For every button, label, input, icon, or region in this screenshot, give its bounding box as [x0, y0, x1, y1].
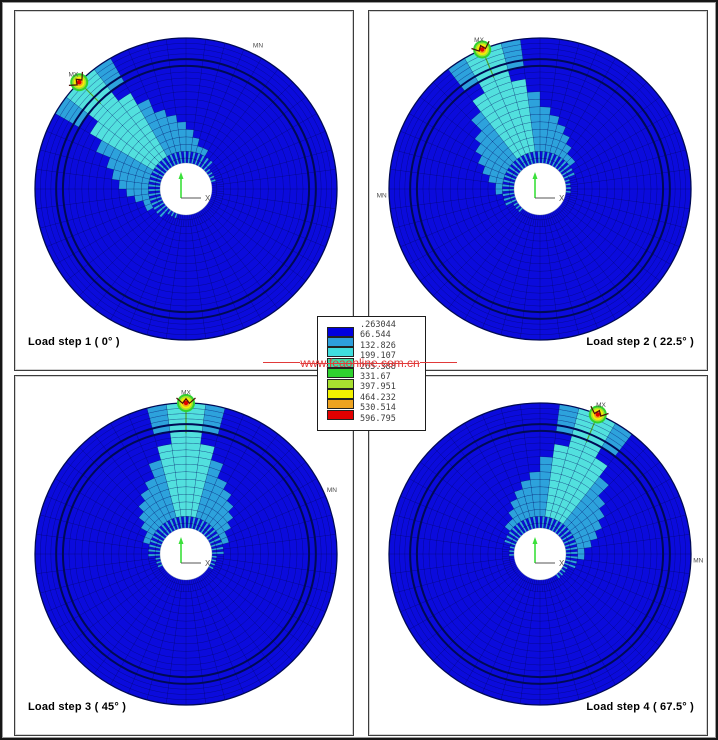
panel-label-load-step-2: Load step 2 ( 22.5° ) — [586, 336, 694, 348]
triad-x-axis-label: X — [559, 559, 565, 568]
legend-value: .263044 — [360, 320, 396, 330]
legend-value: 530.514 — [360, 403, 396, 414]
legend-value: 331.67 — [360, 372, 391, 382]
panel-load-step-4: X MX MN Load step 4 ( 67.5° ) — [368, 375, 708, 736]
legend-value: 596.795 — [360, 413, 396, 424]
contour-plot-load-step-1: X MX MN — [34, 37, 338, 341]
legend-swatch — [327, 378, 354, 389]
min-marker-label: MN — [327, 487, 337, 494]
legend-swatch — [327, 357, 354, 368]
legend-swatch — [327, 399, 354, 410]
panel-label-load-step-1: Load step 1 ( 0° ) — [28, 336, 120, 348]
max-marker-label: MX — [68, 71, 78, 78]
legend-swatch — [327, 409, 354, 420]
legend-value: 199.107 — [360, 351, 396, 362]
panel-load-step-3: X MX MN Load step 3 ( 45° ) — [14, 375, 354, 736]
max-marker-label: MX — [474, 37, 484, 44]
contour-legend: .263044 66.544 132.826 199.107 265.388 331.67… — [317, 316, 426, 431]
panel-load-step-2: X MX MN Load step 2 ( 22.5° ) — [368, 10, 708, 371]
legend-swatch — [327, 336, 354, 347]
panel-label-load-step-3: Load step 3 ( 45° ) — [28, 701, 127, 713]
panel-load-step-1: X MX MN Load step 1 ( 0° ) — [14, 10, 354, 371]
max-marker-label: MX — [596, 402, 606, 409]
max-marker-label: MX — [181, 390, 191, 397]
min-marker-label: MN — [377, 192, 387, 199]
legend-value: 397.951 — [360, 382, 396, 393]
panel-label-load-step-4: Load step 4 ( 67.5° ) — [586, 701, 694, 713]
triad-x-axis-label: X — [205, 194, 211, 203]
legend-swatch — [327, 326, 354, 337]
legend-swatch — [327, 368, 354, 379]
legend-swatch — [327, 388, 354, 399]
legend-value: 464.232 — [360, 392, 396, 403]
contour-plot-load-step-3: X MX MN — [34, 390, 338, 706]
contour-plot-load-step-2: X MX MN — [377, 37, 692, 341]
legend-value: 265.388 — [360, 361, 396, 372]
triad-x-axis-label: X — [559, 194, 565, 203]
legend-value: 66.544 — [360, 330, 391, 341]
triad-x-axis-label: X — [205, 559, 211, 568]
legend-swatch — [327, 347, 354, 358]
legend-value: 132.826 — [360, 340, 396, 351]
min-marker-label: MN — [253, 43, 263, 50]
contour-plot-load-step-4: X MX MN — [388, 402, 704, 706]
min-marker-label: MN — [693, 557, 703, 564]
